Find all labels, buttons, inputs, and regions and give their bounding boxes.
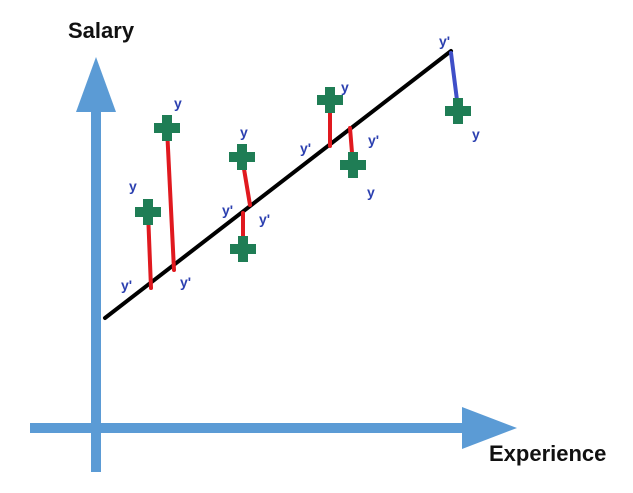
label-y: y	[174, 95, 182, 111]
plus-marker-icon	[229, 144, 255, 170]
label-y-prime: y'	[222, 202, 233, 218]
plus-marker-icon	[317, 87, 343, 113]
residuals	[146, 51, 460, 290]
plus-marker-icon	[154, 115, 180, 141]
label-y-prime: y'	[439, 33, 450, 49]
label-y: y	[240, 124, 248, 140]
y-axis-shaft	[91, 110, 101, 472]
residual-2	[165, 126, 176, 272]
y-axis-title: Salary	[68, 18, 135, 43]
plus-marker-icon	[340, 152, 366, 178]
data-points	[135, 87, 471, 262]
plus-marker-icon	[230, 236, 256, 262]
label-y-prime: y'	[259, 211, 270, 227]
label-y-prime: y'	[368, 132, 379, 148]
plus-marker-icon	[135, 199, 161, 225]
label-y: y	[472, 126, 480, 142]
x-axis-arrowhead	[462, 407, 517, 449]
point-labels: y y' y y' y y' y' y y' y' y y' y	[121, 33, 480, 293]
x-axis-title: Experience	[489, 441, 606, 466]
label-y-prime: y'	[180, 274, 191, 290]
regression-line	[103, 49, 453, 320]
label-y-prime: y'	[300, 140, 311, 156]
x-axis-shaft	[30, 423, 470, 433]
axes	[30, 57, 517, 472]
label-y: y	[341, 79, 349, 95]
label-y: y	[367, 184, 375, 200]
label-y-prime: y'	[121, 277, 132, 293]
plus-marker-icon	[445, 98, 471, 124]
label-y: y	[129, 178, 137, 194]
y-axis-arrowhead	[76, 57, 116, 112]
